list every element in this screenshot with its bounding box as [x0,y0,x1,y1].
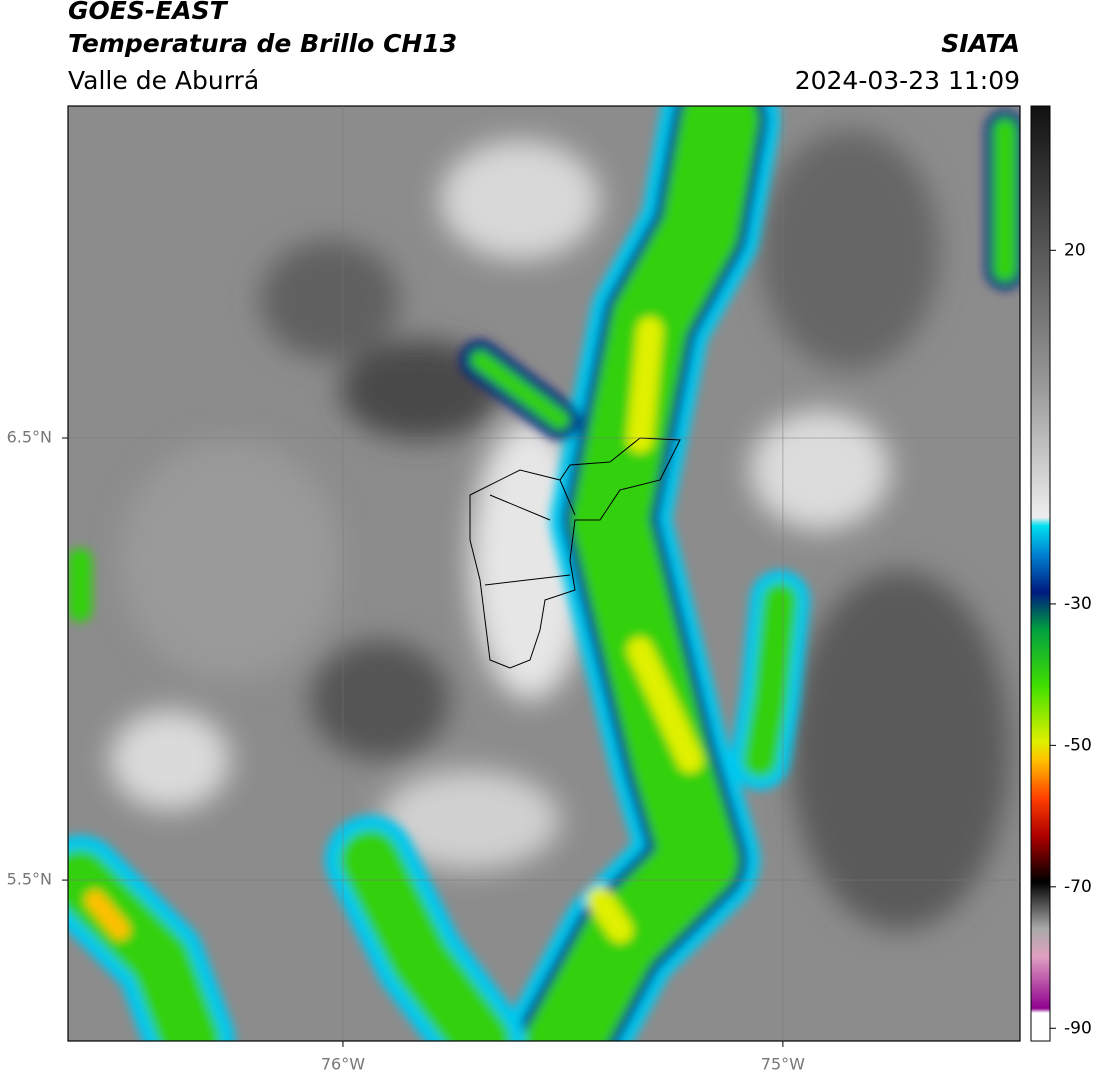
x-tick-label: 75°W [761,1055,805,1074]
source: SIATA [941,29,1020,58]
region: Valle de Aburrá [68,66,259,95]
timestamp: 2024-03-23 11:09 [795,66,1020,95]
municipality-boundaries [469,437,681,669]
colorbar-tick-label: -70 [1064,877,1092,897]
x-tick-label: 76°W [321,1055,365,1074]
subtitle: Temperatura de Brillo CH13 [68,29,457,58]
satellite-image [68,106,1020,1041]
y-tick-label: 6.5°N [7,428,52,447]
colorbar-tick-label: -90 [1064,1018,1092,1038]
plot-frame [67,105,1021,1042]
colorbar-tick-label: -50 [1064,735,1092,755]
colorbar-tick-label: -30 [1064,594,1092,614]
title: GOES-EAST [68,0,229,25]
y-tick-label: 5.5°N [7,870,52,889]
colorbar [1030,105,1051,1042]
colorbar-tick-label: 20 [1064,240,1086,260]
